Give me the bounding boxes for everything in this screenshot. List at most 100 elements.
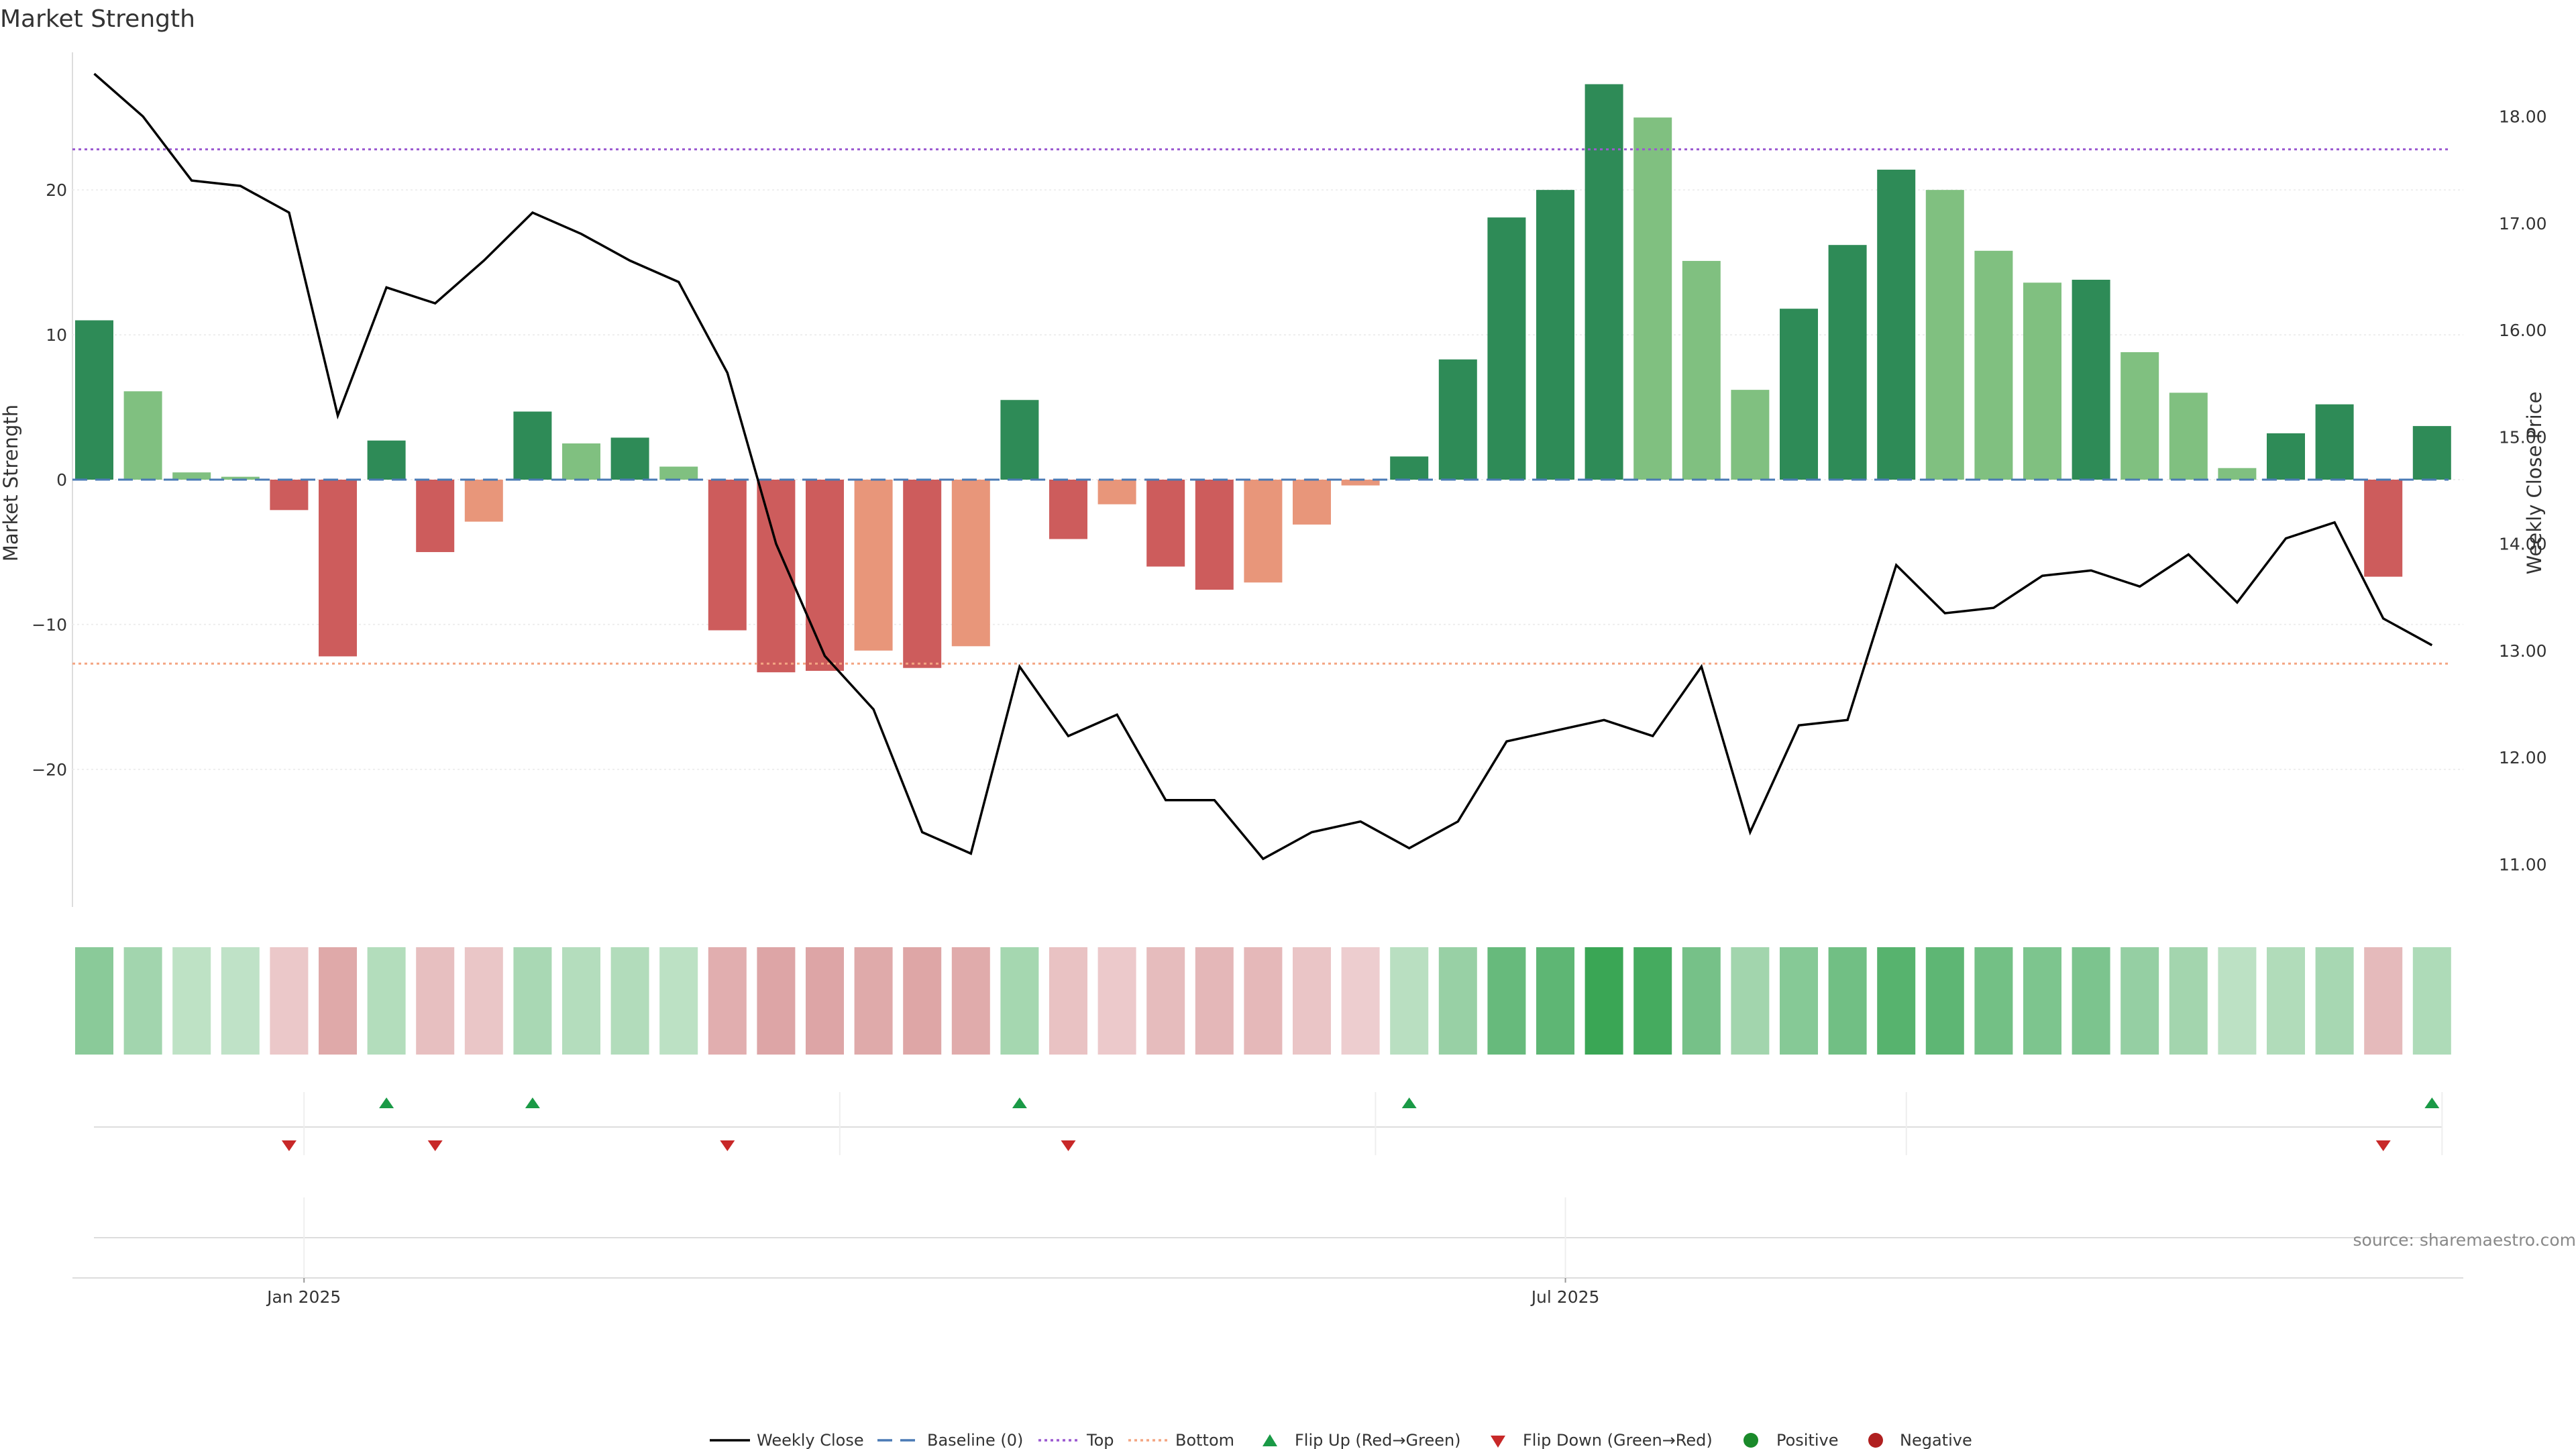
strength-bar xyxy=(708,480,747,631)
heat-cell xyxy=(1487,947,1526,1055)
strength-bar xyxy=(562,443,600,480)
strength-bar xyxy=(1293,480,1331,525)
heat-cell xyxy=(951,947,990,1055)
heat-cell xyxy=(513,947,552,1055)
legend-item-negative: Negative xyxy=(1868,1431,1972,1449)
strength-bar xyxy=(270,480,309,511)
strength-bar xyxy=(2169,392,2208,480)
legend-baseline-label: Baseline (0) xyxy=(927,1431,1023,1449)
left-tick-label: 10 xyxy=(46,325,67,345)
heat-cell xyxy=(464,947,503,1055)
legend-item-positive: Positive xyxy=(1743,1431,1839,1449)
strength-bar xyxy=(2218,468,2257,480)
heat-cell xyxy=(2169,947,2208,1055)
strength-bar xyxy=(1633,117,1672,480)
legend-item-top: Top xyxy=(1038,1431,1114,1449)
strength-heat-strip xyxy=(75,947,2451,1055)
strength-bar xyxy=(513,411,552,480)
strength-bar xyxy=(123,391,162,480)
legend-flip-down-label: Flip Down (Green→Red) xyxy=(1523,1431,1713,1449)
x-axis-ticks: Jan 2025 Jul 2025 xyxy=(266,1278,1599,1307)
heat-cell xyxy=(1000,947,1039,1055)
flip-panel xyxy=(94,1092,2443,1155)
legend-item-weekly-close: Weekly Close xyxy=(710,1431,864,1449)
strength-bar xyxy=(1780,309,1818,480)
heat-cell xyxy=(2315,947,2354,1055)
heat-cell xyxy=(2072,947,2110,1055)
left-tick-label: −10 xyxy=(32,615,67,635)
strength-bar xyxy=(2121,352,2159,480)
heat-cell xyxy=(1293,947,1331,1055)
legend-bottom-label: Bottom xyxy=(1175,1431,1234,1449)
legend-top-label: Top xyxy=(1086,1431,1114,1449)
x-tick-label: Jul 2025 xyxy=(1530,1287,1600,1307)
heat-cell xyxy=(1974,947,2013,1055)
strength-bar xyxy=(2072,280,2110,480)
right-tick-label: 16.00 xyxy=(2499,321,2547,340)
flip-down-marker xyxy=(281,1140,297,1151)
heat-cell xyxy=(1341,947,1380,1055)
heat-cell xyxy=(1585,947,1623,1055)
strength-bar xyxy=(1828,245,1867,480)
legend-flip-down-marker xyxy=(1491,1436,1505,1448)
heat-cell xyxy=(1828,947,1867,1055)
strength-bar xyxy=(319,480,357,657)
legend: Weekly Close Baseline (0) Top Bottom Fli… xyxy=(710,1431,1972,1449)
strength-bar xyxy=(1341,480,1380,486)
strength-bar xyxy=(659,466,698,480)
flip-up-marker xyxy=(2424,1097,2440,1108)
strength-bar xyxy=(2364,480,2403,577)
weekly-close-line xyxy=(93,72,2433,861)
empty-panel xyxy=(94,1197,2442,1278)
heat-cell xyxy=(2023,947,2061,1055)
strength-bar xyxy=(2267,433,2305,480)
heat-cell xyxy=(854,947,893,1055)
right-axis-ticks: 11.00 12.00 13.00 14.00 15.00 16.00 17.00 18.00 xyxy=(2499,107,2547,875)
heat-cell xyxy=(1780,947,1818,1055)
legend-item-flip-up: Flip Up (Red→Green) xyxy=(1263,1431,1461,1449)
heat-cell xyxy=(1244,947,1283,1055)
right-axis-title: Weekly Close Price xyxy=(2523,392,2546,575)
flip-down-marker xyxy=(427,1140,443,1151)
legend-item-baseline: Baseline (0) xyxy=(877,1431,1023,1449)
strength-bar xyxy=(2412,426,2451,480)
flip-down-marker xyxy=(1061,1140,1076,1151)
x-tick-label: Jan 2025 xyxy=(266,1287,341,1307)
legend-item-bottom: Bottom xyxy=(1128,1431,1234,1449)
strength-bar xyxy=(221,476,260,480)
flip-down-marker xyxy=(2375,1140,2391,1151)
legend-item-flip-down: Flip Down (Green→Red) xyxy=(1491,1431,1713,1449)
heat-cell xyxy=(2218,947,2257,1055)
strength-bar xyxy=(903,480,942,668)
heat-cell xyxy=(1097,947,1136,1055)
strength-bar xyxy=(464,480,503,522)
heat-cell xyxy=(172,947,211,1055)
strength-bar xyxy=(610,437,649,480)
strength-bar xyxy=(854,480,893,651)
legend-negative-dot xyxy=(1868,1433,1883,1448)
heat-cell xyxy=(1195,947,1234,1055)
legend-positive-dot xyxy=(1743,1433,1758,1448)
strength-bar xyxy=(806,480,844,672)
flip-up-marker xyxy=(1401,1097,1417,1108)
heat-cell xyxy=(1146,947,1185,1055)
heat-cell xyxy=(2412,947,2451,1055)
strength-bar xyxy=(1487,217,1526,480)
right-tick-label: 14.00 xyxy=(2499,535,2547,554)
strength-bar xyxy=(1097,480,1136,504)
heat-cell xyxy=(1682,947,1721,1055)
legend-flip-up-marker xyxy=(1263,1434,1277,1446)
right-tick-label: 13.00 xyxy=(2499,641,2547,661)
flip-panel-gridlines xyxy=(303,1092,2443,1155)
heat-cell xyxy=(75,947,113,1055)
flip-up-marker xyxy=(525,1097,540,1108)
strength-bar xyxy=(1731,390,1770,480)
heat-cell xyxy=(2121,947,2159,1055)
left-tick-label: 0 xyxy=(56,470,67,490)
strength-bar xyxy=(1877,169,1916,480)
heat-cell xyxy=(416,947,455,1055)
heat-cell xyxy=(367,947,406,1055)
strength-bar xyxy=(1974,250,2013,480)
strength-bar xyxy=(1925,190,1964,480)
